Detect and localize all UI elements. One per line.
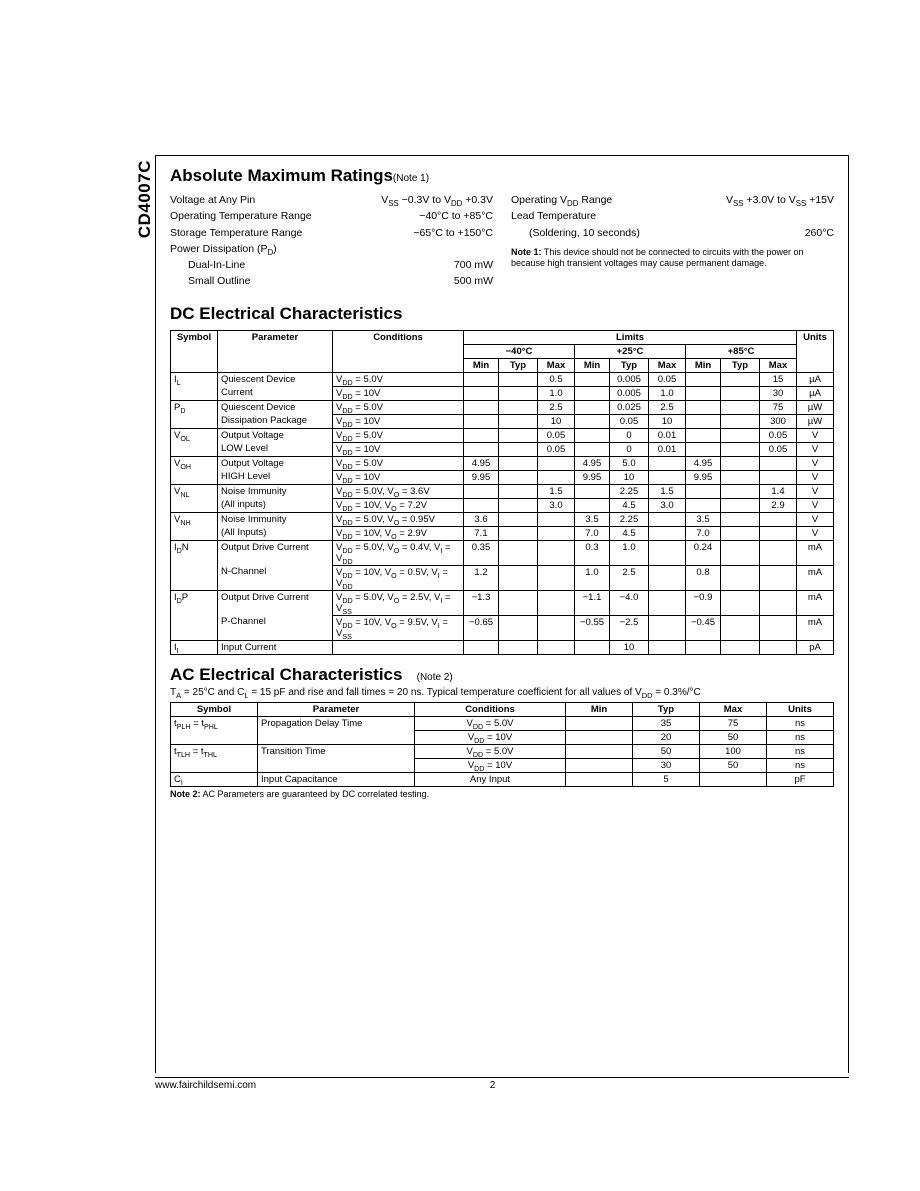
amr-row: Power Dissipation (PD) <box>170 241 493 257</box>
page-content-frame: Absolute Maximum Ratings(Note 1) Voltage… <box>155 155 849 1073</box>
amr-row: Small Outline 500 mW <box>170 273 493 289</box>
ac-subtitle: TA = 25°C and CL = 15 pF and rise and fa… <box>170 687 834 698</box>
table-row: (All Inputs)VDD = 10V, VO = 2.9V7.17.04.… <box>171 526 834 540</box>
amr-label: Operating VDD Range <box>511 192 612 208</box>
table-row: N-ChannelVDD = 10V, VO = 0.5V, VI = VDD1… <box>171 565 834 590</box>
ac-characteristics-table: SymbolParameterConditionsMinTypMaxUnitst… <box>170 702 834 787</box>
amr-value: −65°C to +150°C <box>413 225 493 241</box>
table-row: Dissipation PackageVDD = 10V100.0510300µ… <box>171 414 834 428</box>
amr-value: VSS +3.0V to VSS +15V <box>726 192 834 208</box>
table-row: VOLOutput VoltageVDD = 5.0V0.0500.010.05… <box>171 428 834 442</box>
amr-title-note: (Note 1) <box>393 173 429 184</box>
table-row: ILQuiescent DeviceVDD = 5.0V0.50.0050.05… <box>171 372 834 386</box>
amr-value: −40°C to +85°C <box>419 208 493 224</box>
footer-page-number: 2 <box>136 1080 849 1091</box>
table-row: IIInput Current10pA <box>171 640 834 654</box>
note-2: Note 2: AC Parameters are guaranteed by … <box>170 789 834 799</box>
amr-label: Lead Temperature <box>511 208 596 224</box>
amr-label: Operating Temperature Range <box>170 208 312 224</box>
amr-value: 260°C <box>805 225 834 241</box>
ac-title: AC Electrical Characteristics <box>170 665 402 684</box>
table-row: tTLH = tTHLTransition TimeVDD = 5.0V5010… <box>171 744 834 758</box>
part-number-sidebar: CD4007C <box>135 160 155 238</box>
amr-value: VSS −0.3V to VDD +0.3V <box>381 192 493 208</box>
amr-label: Small Outline <box>170 273 250 289</box>
dc-heading: DC Electrical Characteristics <box>170 304 834 324</box>
amr-row: (Soldering, 10 seconds) 260°C <box>511 225 834 241</box>
datasheet-page: CD4007C Absolute Maximum Ratings(Note 1)… <box>0 0 920 1191</box>
ac-heading: AC Electrical Characteristics (Note 2) <box>170 665 834 685</box>
table-row: LOW LevelVDD = 10V0.0500.010.05V <box>171 442 834 456</box>
amr-right-column: Operating VDD Range VSS +3.0V to VSS +15V… <box>511 192 834 290</box>
amr-row: Storage Temperature Range −65°C to +150°C <box>170 225 493 241</box>
table-row: CurrentVDD = 10V1.00.0051.030µA <box>171 386 834 400</box>
page-footer: www.fairchildsemi.com 2 <box>155 1077 849 1091</box>
table-row: CIInput CapacitanceAny Input5pF <box>171 772 834 786</box>
amr-label: (Soldering, 10 seconds) <box>511 225 640 241</box>
amr-label: Power Dissipation (PD) <box>170 241 277 257</box>
amr-label: Voltage at Any Pin <box>170 192 255 208</box>
amr-row: Operating Temperature Range −40°C to +85°… <box>170 208 493 224</box>
amr-value: 700 mW <box>454 257 493 273</box>
dc-characteristics-table: SymbolParameterConditionsLimitsUnits−40°… <box>170 330 834 655</box>
amr-left-column: Voltage at Any Pin VSS −0.3V to VDD +0.3V… <box>170 192 493 290</box>
table-row: (All inputs)VDD = 10V, VO = 7.2V3.04.53.… <box>171 498 834 512</box>
table-row: PDQuiescent DeviceVDD = 5.0V2.50.0252.57… <box>171 400 834 414</box>
amr-value: 500 mW <box>454 273 493 289</box>
amr-heading: Absolute Maximum Ratings(Note 1) <box>170 166 834 186</box>
table-row: HIGH LevelVDD = 10V9.959.95109.95V <box>171 470 834 484</box>
table-row: VOHOutput VoltageVDD = 5.0V4.954.955.04.… <box>171 456 834 470</box>
amr-label: Storage Temperature Range <box>170 225 302 241</box>
amr-columns: Voltage at Any Pin VSS −0.3V to VDD +0.3V… <box>170 192 834 290</box>
table-row: tPLH = tPHLPropagation Delay TimeVDD = 5… <box>171 716 834 730</box>
amr-title: Absolute Maximum Ratings <box>170 166 393 185</box>
table-row: VDD = 10V2050ns <box>171 730 834 744</box>
table-row: VNLNoise ImmunityVDD = 5.0V, VO = 3.6V1.… <box>171 484 834 498</box>
amr-row: Operating VDD Range VSS +3.0V to VSS +15V <box>511 192 834 208</box>
amr-row: Dual-In-Line 700 mW <box>170 257 493 273</box>
table-row: IDNOutput Drive CurrentVDD = 5.0V, VO = … <box>171 540 834 565</box>
amr-row: Lead Temperature <box>511 208 834 224</box>
table-row: VNHNoise ImmunityVDD = 5.0V, VO = 0.95V3… <box>171 512 834 526</box>
ac-title-note: (Note 2) <box>417 672 453 683</box>
amr-label: Dual-In-Line <box>170 257 245 273</box>
table-row: P-ChannelVDD = 10V, VO = 9.5V, VI = VSS−… <box>171 615 834 640</box>
table-row: IDPOutput Drive CurrentVDD = 5.0V, VO = … <box>171 590 834 615</box>
amr-row: Voltage at Any Pin VSS −0.3V to VDD +0.3V <box>170 192 493 208</box>
table-row: VDD = 10V3050ns <box>171 758 834 772</box>
note-1: Note 1: This device should not be connec… <box>511 247 834 270</box>
